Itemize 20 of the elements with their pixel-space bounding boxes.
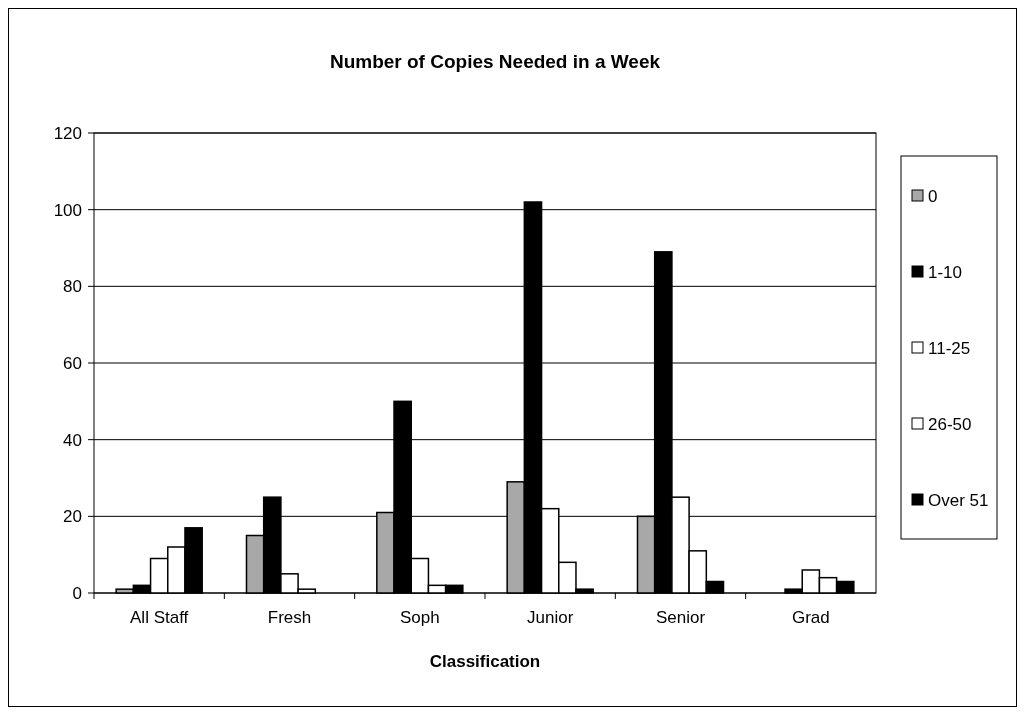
legend-label: 26-50 bbox=[928, 414, 972, 434]
legend-label: 11-25 bbox=[928, 338, 971, 358]
y-tick-label: 100 bbox=[53, 200, 82, 220]
chart-title: Number of Copies Needed in a Week bbox=[329, 51, 661, 72]
x-tick-label: Junior bbox=[527, 608, 574, 627]
x-tick-label: Soph bbox=[399, 608, 440, 627]
legend-label: 1-10 bbox=[928, 262, 963, 282]
y-tick-label: 20 bbox=[63, 507, 82, 527]
y-tick-label: 80 bbox=[63, 277, 82, 297]
legend-label: 0 bbox=[928, 186, 938, 206]
x-tick-label: Grad bbox=[791, 608, 830, 627]
x-axis-title: Classification bbox=[429, 652, 541, 671]
x-tick-label: Fresh bbox=[267, 608, 312, 627]
y-tick-label: 0 bbox=[72, 583, 82, 603]
y-tick-label: 120 bbox=[53, 123, 82, 143]
legend-label: Over 51 bbox=[928, 490, 989, 510]
x-tick-label: Senior bbox=[655, 608, 706, 627]
y-tick-label: 40 bbox=[63, 430, 82, 450]
y-tick-label: 60 bbox=[63, 353, 82, 373]
x-tick-label: All Staff bbox=[130, 608, 189, 627]
